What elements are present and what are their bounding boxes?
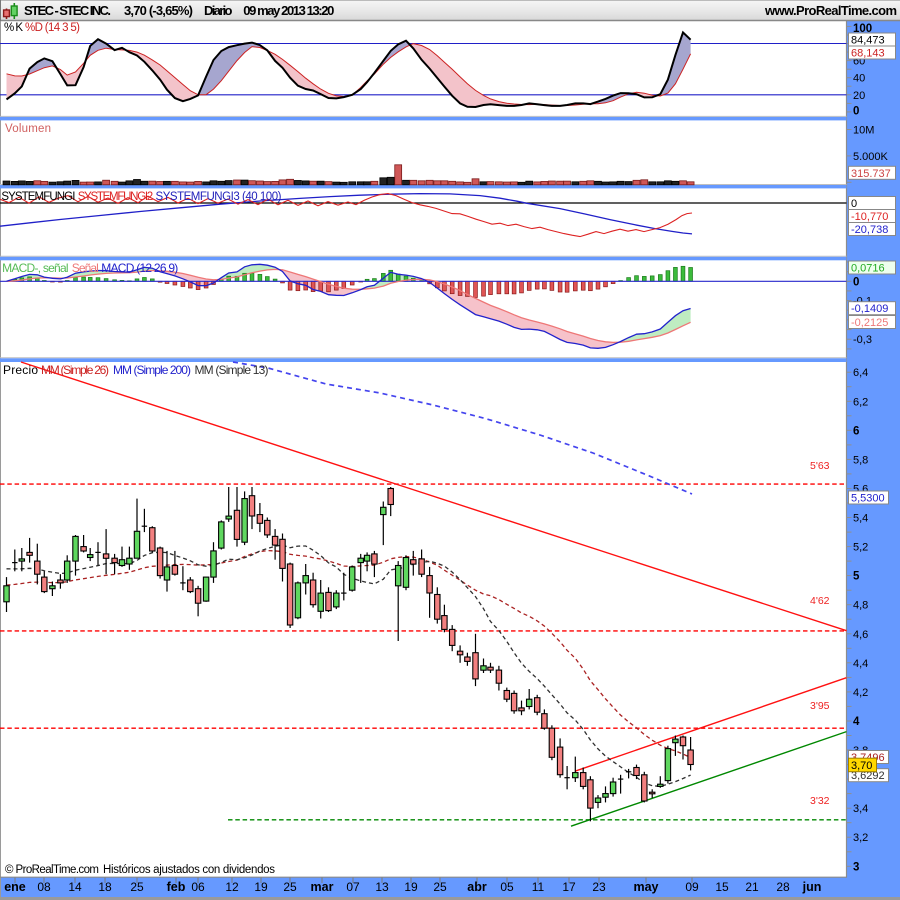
svg-text:06: 06 xyxy=(191,880,205,894)
svg-text:%D (14 3 5): %D (14 3 5) xyxy=(25,22,80,34)
svg-text:5,8: 5,8 xyxy=(853,454,868,466)
svg-text:4'62: 4'62 xyxy=(810,595,830,607)
svg-text:6,4: 6,4 xyxy=(853,367,868,379)
svg-text:07: 07 xyxy=(346,880,360,894)
svg-text:19: 19 xyxy=(404,880,418,894)
svg-text:4,2: 4,2 xyxy=(853,687,868,699)
svg-text:3,4: 3,4 xyxy=(853,803,868,815)
svg-text:SYSTEMFUNGI3 (40 100): SYSTEMFUNGI3 (40 100) xyxy=(156,191,282,203)
svg-text:17: 17 xyxy=(562,880,576,894)
svg-text:Volumen: Volumen xyxy=(5,123,51,135)
svg-text:28: 28 xyxy=(776,880,790,894)
svg-text:40: 40 xyxy=(853,73,865,85)
svg-text:MACD (12 26 9): MACD (12 26 9) xyxy=(101,261,178,275)
svg-text:3: 3 xyxy=(853,861,859,873)
svg-text:15: 15 xyxy=(715,880,729,894)
svg-text:MM (Simple 13): MM (Simple 13) xyxy=(195,363,269,377)
svg-text:3,2: 3,2 xyxy=(853,832,868,844)
svg-text:Históricos ajustados con divid: Históricos ajustados con dividendos xyxy=(103,864,275,876)
svg-text:21: 21 xyxy=(745,880,759,894)
svg-text:may: may xyxy=(633,880,658,894)
svg-text:abr: abr xyxy=(467,880,487,894)
svg-text:-20,738: -20,738 xyxy=(851,224,888,236)
svg-text:18: 18 xyxy=(98,880,112,894)
svg-text:68,143: 68,143 xyxy=(851,48,885,60)
svg-text:14: 14 xyxy=(68,880,82,894)
svg-text:-0,1409: -0,1409 xyxy=(851,303,888,315)
svg-text:ene: ene xyxy=(4,880,26,894)
svg-text:5,5300: 5,5300 xyxy=(851,493,885,505)
svg-text:19: 19 xyxy=(254,880,268,894)
svg-text:5,4: 5,4 xyxy=(853,513,868,525)
svg-text:MM (Simple 200): MM (Simple 200) xyxy=(113,363,191,377)
svg-text:09: 09 xyxy=(685,880,699,894)
svg-text:5.000K: 5.000K xyxy=(853,151,889,163)
svg-text:SYSTEMFUNGI: SYSTEMFUNGI xyxy=(1,191,75,203)
svg-text:Diario: Diario xyxy=(204,3,233,18)
svg-text:Precio: Precio xyxy=(3,363,38,377)
svg-text:www.ProRealTime.com: www.ProRealTime.com xyxy=(764,3,897,18)
svg-text:jun: jun xyxy=(802,880,822,894)
svg-text:6: 6 xyxy=(853,425,859,437)
svg-text:-10,770: -10,770 xyxy=(851,211,888,223)
svg-text:6,2: 6,2 xyxy=(853,396,868,408)
svg-text:25: 25 xyxy=(283,880,297,894)
svg-text:09 may 2013 13:20: 09 may 2013 13:20 xyxy=(243,3,334,18)
svg-text:-0,3: -0,3 xyxy=(853,334,872,346)
svg-text:0: 0 xyxy=(853,276,859,288)
svg-text:SYSTEMFUNGI2: SYSTEMFUNGI2 xyxy=(78,191,154,203)
svg-text:3,70: 3,70 xyxy=(851,760,872,772)
svg-text:0: 0 xyxy=(853,105,859,117)
svg-text:© ProRealTime.com: © ProRealTime.com xyxy=(5,864,99,876)
svg-text:mar: mar xyxy=(311,880,334,894)
svg-text:MM (Simple 26): MM (Simple 26) xyxy=(41,363,109,377)
svg-text:0: 0 xyxy=(851,198,857,210)
svg-text:11: 11 xyxy=(532,880,545,894)
svg-text:Señal: Señal xyxy=(72,261,99,275)
svg-text:25: 25 xyxy=(433,880,447,894)
svg-text:3,70 (-3,65%): 3,70 (-3,65%) xyxy=(124,3,193,18)
svg-text:10M: 10M xyxy=(853,125,874,137)
svg-text:STEC - STEC INC.: STEC - STEC INC. xyxy=(24,3,111,18)
svg-text:12: 12 xyxy=(225,880,239,894)
svg-text:4,8: 4,8 xyxy=(853,600,868,612)
svg-text:5,2: 5,2 xyxy=(853,542,868,554)
svg-text:100: 100 xyxy=(853,23,872,35)
svg-text:4,6: 4,6 xyxy=(853,629,868,641)
svg-text:3'32: 3'32 xyxy=(810,795,830,807)
svg-text:20: 20 xyxy=(853,90,865,102)
svg-text:13: 13 xyxy=(375,880,389,894)
svg-text:315.737: 315.737 xyxy=(851,168,891,180)
svg-text:84,473: 84,473 xyxy=(851,35,885,47)
svg-text:feb: feb xyxy=(167,880,186,894)
svg-text:4,4: 4,4 xyxy=(853,658,868,670)
svg-text:25: 25 xyxy=(130,880,144,894)
svg-text:MACD-, señal: MACD-, señal xyxy=(2,261,69,275)
svg-text:5'63: 5'63 xyxy=(810,460,830,472)
svg-text:23: 23 xyxy=(592,880,606,894)
svg-text:3,6292: 3,6292 xyxy=(851,770,885,782)
svg-text:%K: %K xyxy=(4,22,23,34)
svg-text:4: 4 xyxy=(853,716,860,728)
svg-text:08: 08 xyxy=(37,880,51,894)
svg-text:0,0716: 0,0716 xyxy=(851,263,885,275)
svg-text:-0,2125: -0,2125 xyxy=(851,317,888,329)
svg-text:05: 05 xyxy=(500,880,514,894)
svg-text:3'95: 3'95 xyxy=(810,700,830,712)
svg-text:5: 5 xyxy=(853,571,860,583)
